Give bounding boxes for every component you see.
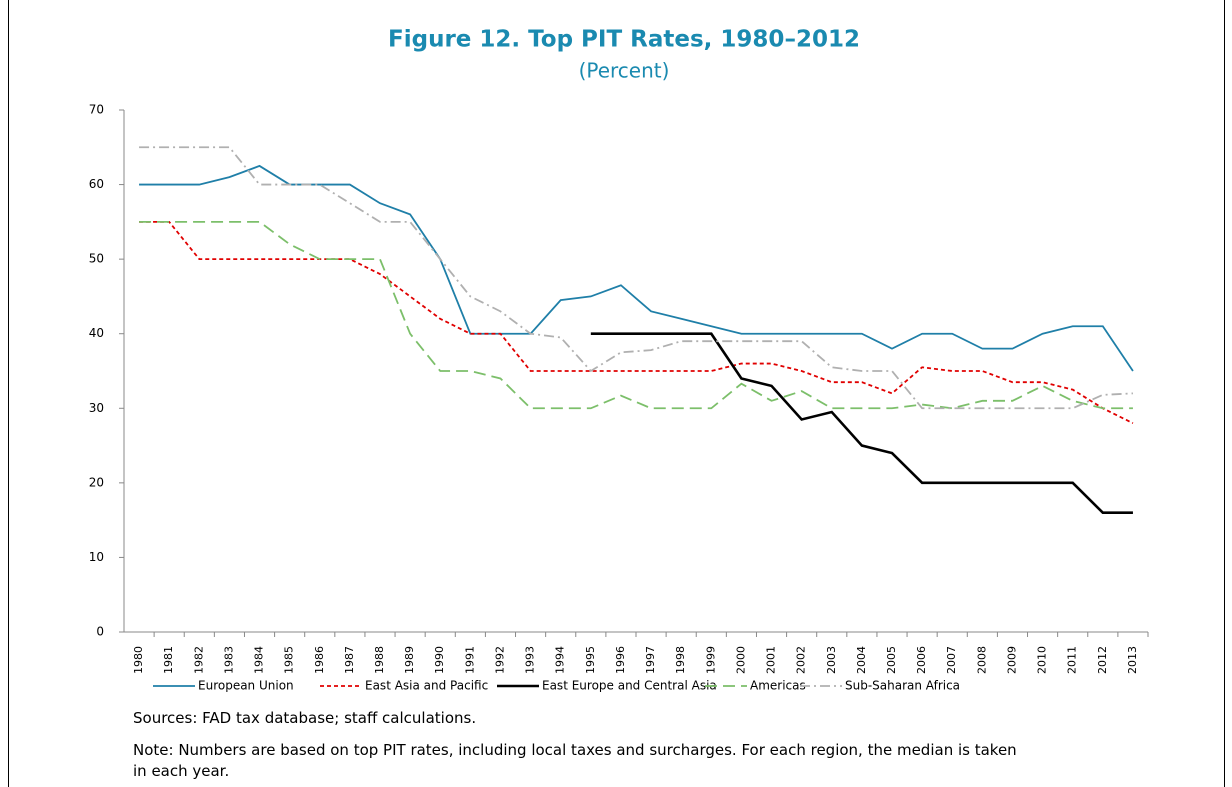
legend-label: European Union [198,679,294,693]
x-tick-label: 1997 [644,646,657,674]
x-tick-label: 1991 [463,646,476,674]
x-tick-label: 1989 [403,646,416,674]
x-tick-label: 2004 [855,646,868,674]
y-tick-label: 50 [89,252,104,266]
x-tick-label: 2010 [1036,646,1049,674]
y-tick-label: 60 [89,177,104,191]
x-tick-label: 1981 [162,646,175,674]
x-tick-label: 1982 [192,646,205,674]
note: Note: Numbers are based on top PIT rates… [133,741,1017,780]
y-tick-label: 30 [89,401,104,415]
y-tick-label: 70 [89,103,104,117]
y-tick-label: 40 [89,326,104,340]
x-tick-label: 2005 [885,646,898,674]
x-tick-label: 1984 [253,646,266,674]
x-tick-label: 2007 [945,646,958,674]
x-tick-label: 1998 [674,646,687,674]
x-tick-label: 1999 [704,646,717,674]
x-tick-label: 2001 [765,646,778,674]
x-tick-label: 2011 [1066,646,1079,674]
y-tick-label: 10 [89,550,104,564]
legend-label: Sub-Saharan Africa [845,679,960,693]
legend-label: Americas [750,679,806,693]
sources: Sources: FAD tax database; staff calcula… [133,709,477,727]
x-tick-label: 1985 [283,646,296,674]
x-tick-label: 2002 [795,646,808,674]
series-line [139,220,1133,410]
chart-title: Figure 12. Top PIT Rates, 1980–2012 [388,27,860,53]
x-tick-label: 2009 [1005,646,1018,674]
x-tick-label: 1980 [132,646,145,674]
x-tick-label: 2012 [1096,646,1109,674]
series-line [590,332,1133,514]
legend-label: East Europe and Central Asia [542,679,717,693]
x-tick-label: 2006 [915,646,928,674]
x-tick-label: 1995 [584,646,597,674]
x-tick-label: 2000 [734,646,747,674]
chart-subtitle: (Percent) [579,59,670,83]
x-tick-label: 1992 [493,646,506,674]
x-tick-label: 1990 [433,646,446,674]
series-line [139,164,1134,372]
x-tick-label: 1994 [554,646,567,674]
x-tick-label: 2003 [825,646,838,674]
series-line [139,146,1133,410]
x-tick-label: 1987 [343,646,356,674]
x-tick-label: 1988 [373,646,386,674]
x-tick-label: 1996 [614,646,627,674]
series-line [139,220,1134,425]
legend-label: East Asia and Pacific [365,679,488,693]
x-tick-label: 2008 [975,646,988,674]
x-tick-label: 1983 [222,646,235,674]
x-tick-label: 2013 [1126,646,1139,674]
y-tick-label: 0 [96,625,104,639]
x-tick-label: 1993 [524,646,537,674]
y-tick-label: 20 [89,475,104,489]
x-tick-label: 1986 [313,646,326,674]
